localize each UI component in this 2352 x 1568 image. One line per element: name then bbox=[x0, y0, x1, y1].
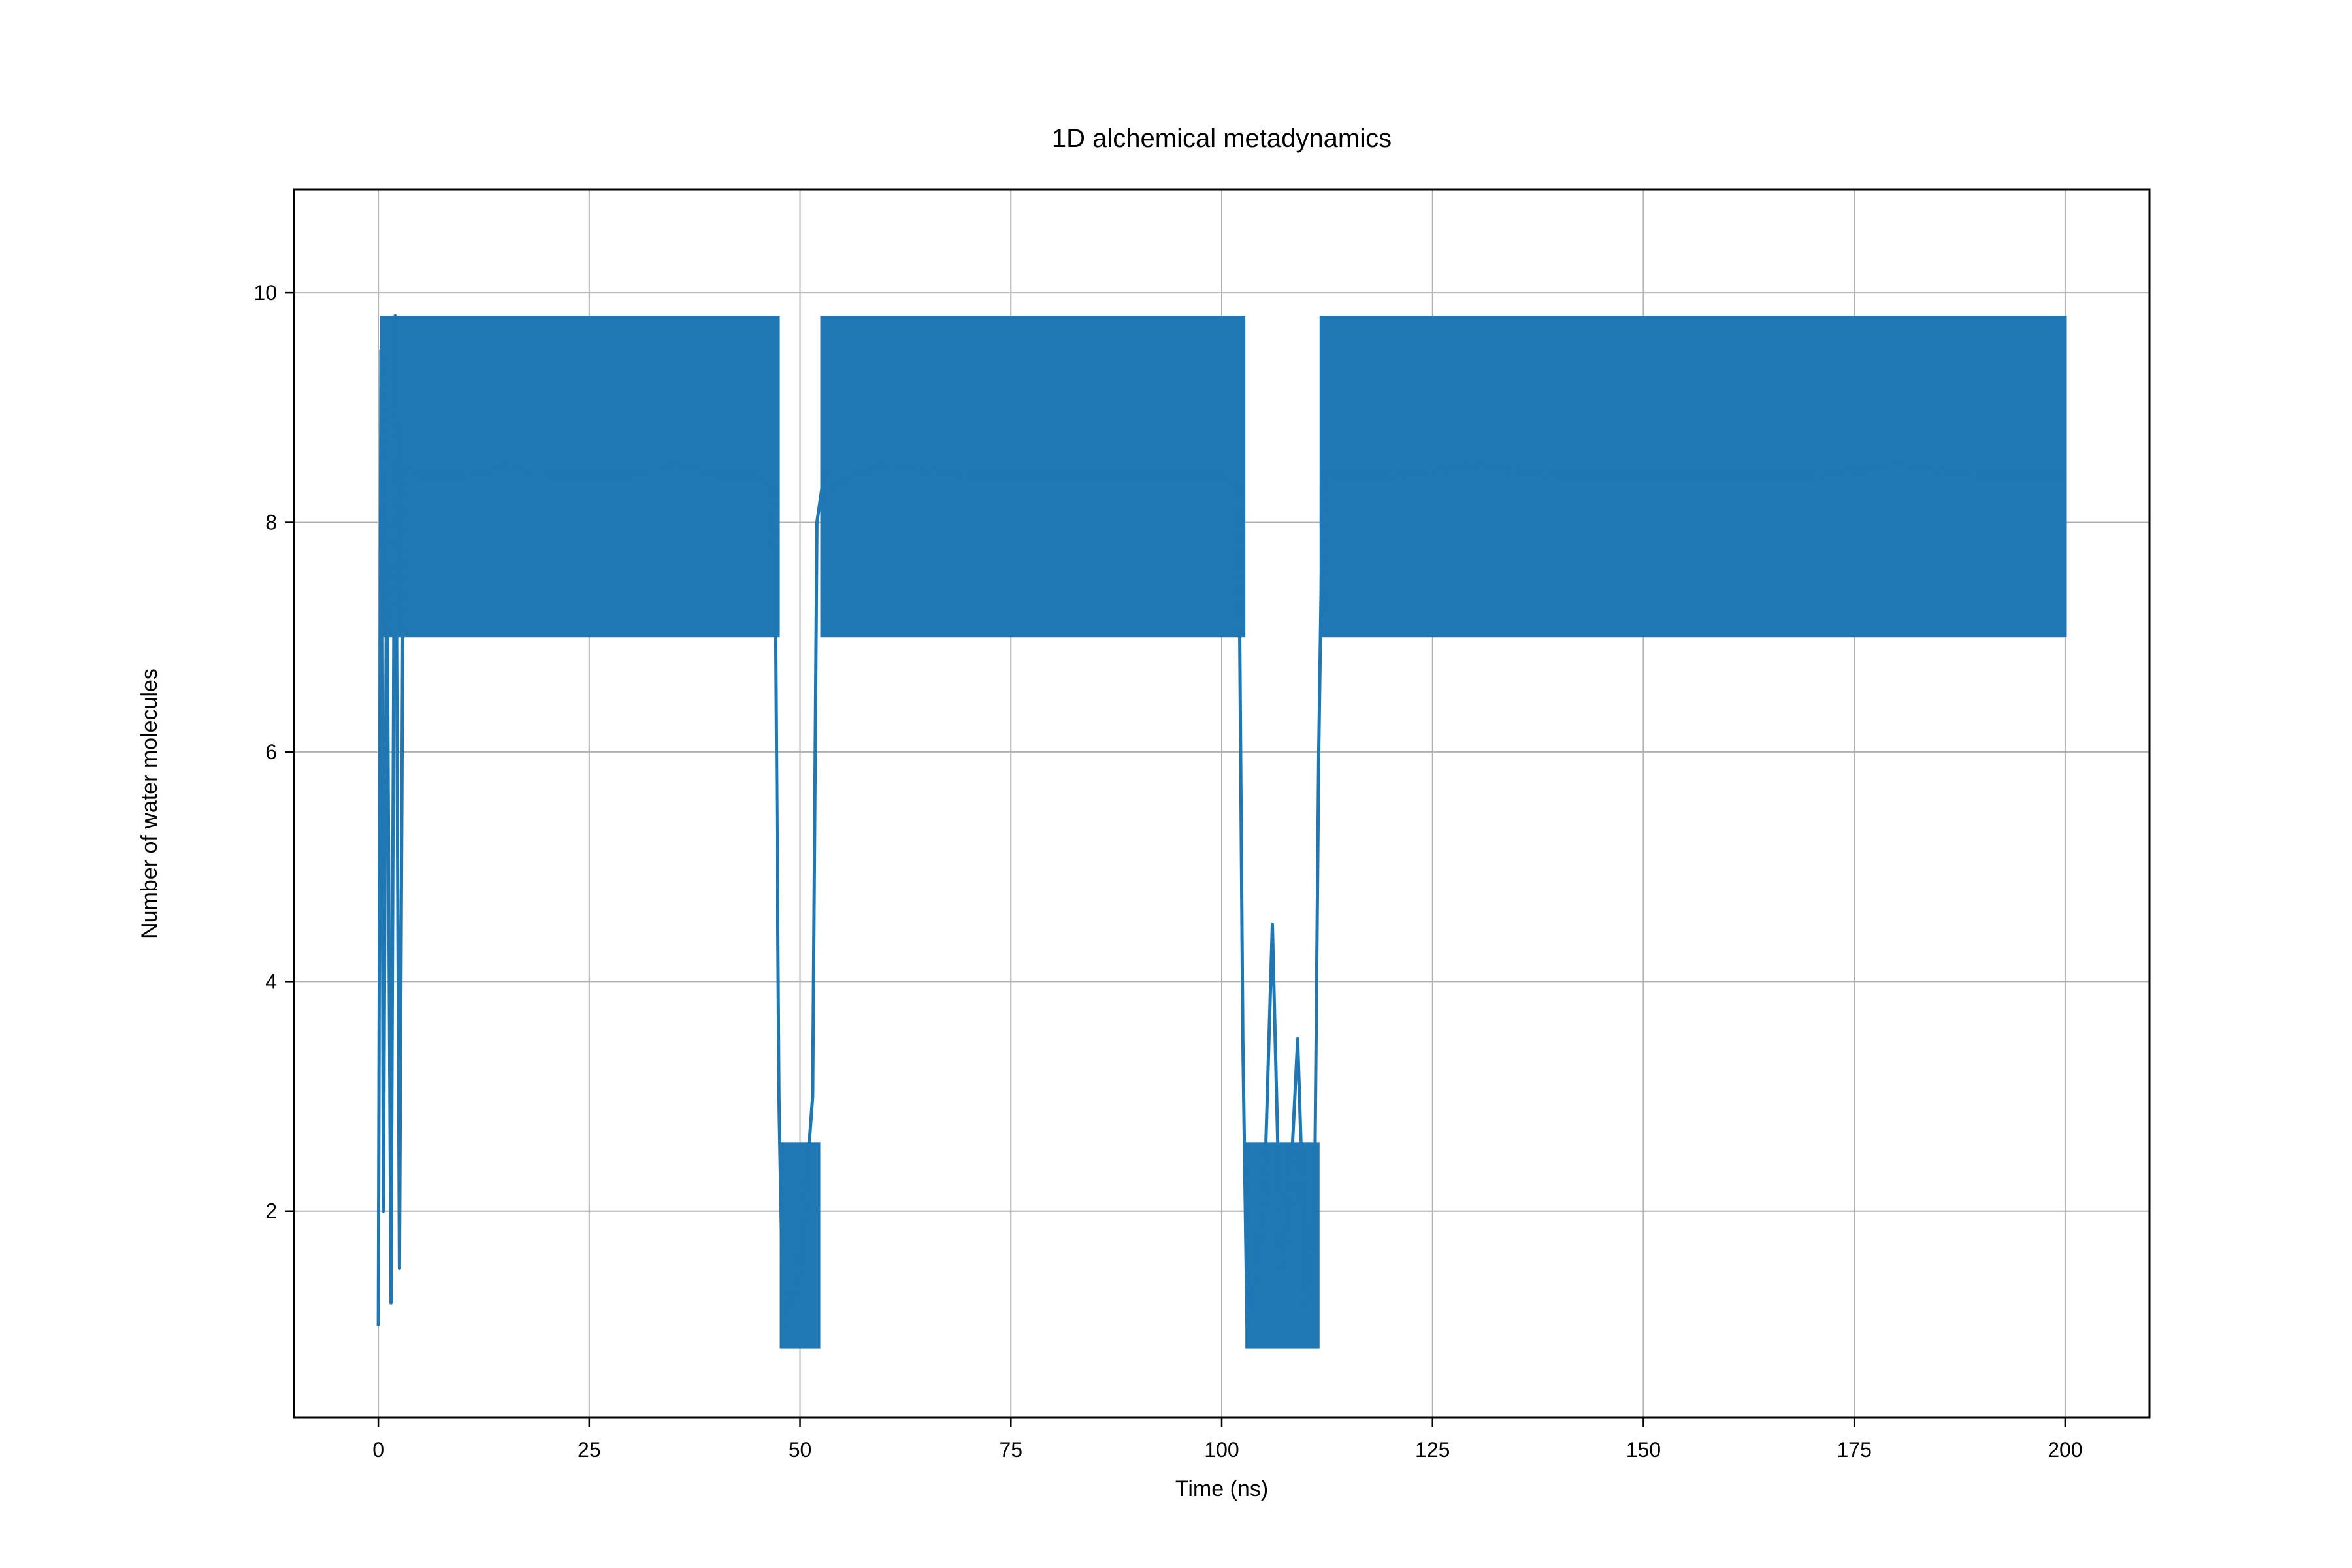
x-tick-label: 50 bbox=[789, 1438, 812, 1462]
band-segment bbox=[1245, 1142, 1320, 1349]
y-axis-label: Number of water molecules bbox=[137, 668, 162, 939]
x-axis-label: Time (ns) bbox=[1175, 1477, 1268, 1501]
x-tick-label: 75 bbox=[999, 1438, 1022, 1462]
x-tick-label: 100 bbox=[1204, 1438, 1239, 1462]
plot-area bbox=[376, 314, 2067, 1349]
y-tick-label: 10 bbox=[253, 281, 277, 304]
y-axis: 2 4 6 8 10 bbox=[253, 281, 294, 1223]
y-tick-label: 2 bbox=[265, 1200, 277, 1223]
chart-title: 1D alchemical metadynamics bbox=[1052, 124, 1392, 153]
x-tick-label: 25 bbox=[578, 1438, 601, 1462]
x-tick-label: 125 bbox=[1415, 1438, 1450, 1462]
x-axis: 0 25 50 75 100 125 150 175 200 bbox=[372, 1418, 2083, 1462]
y-tick-label: 8 bbox=[265, 511, 277, 534]
x-tick-label: 200 bbox=[2048, 1438, 2082, 1462]
series-line bbox=[376, 314, 2065, 1328]
y-tick-label: 4 bbox=[265, 970, 277, 993]
x-tick-label: 175 bbox=[1837, 1438, 1871, 1462]
y-tick-label: 6 bbox=[265, 740, 277, 764]
x-tick-label: 150 bbox=[1626, 1438, 1661, 1462]
x-tick-label: 0 bbox=[372, 1438, 384, 1462]
